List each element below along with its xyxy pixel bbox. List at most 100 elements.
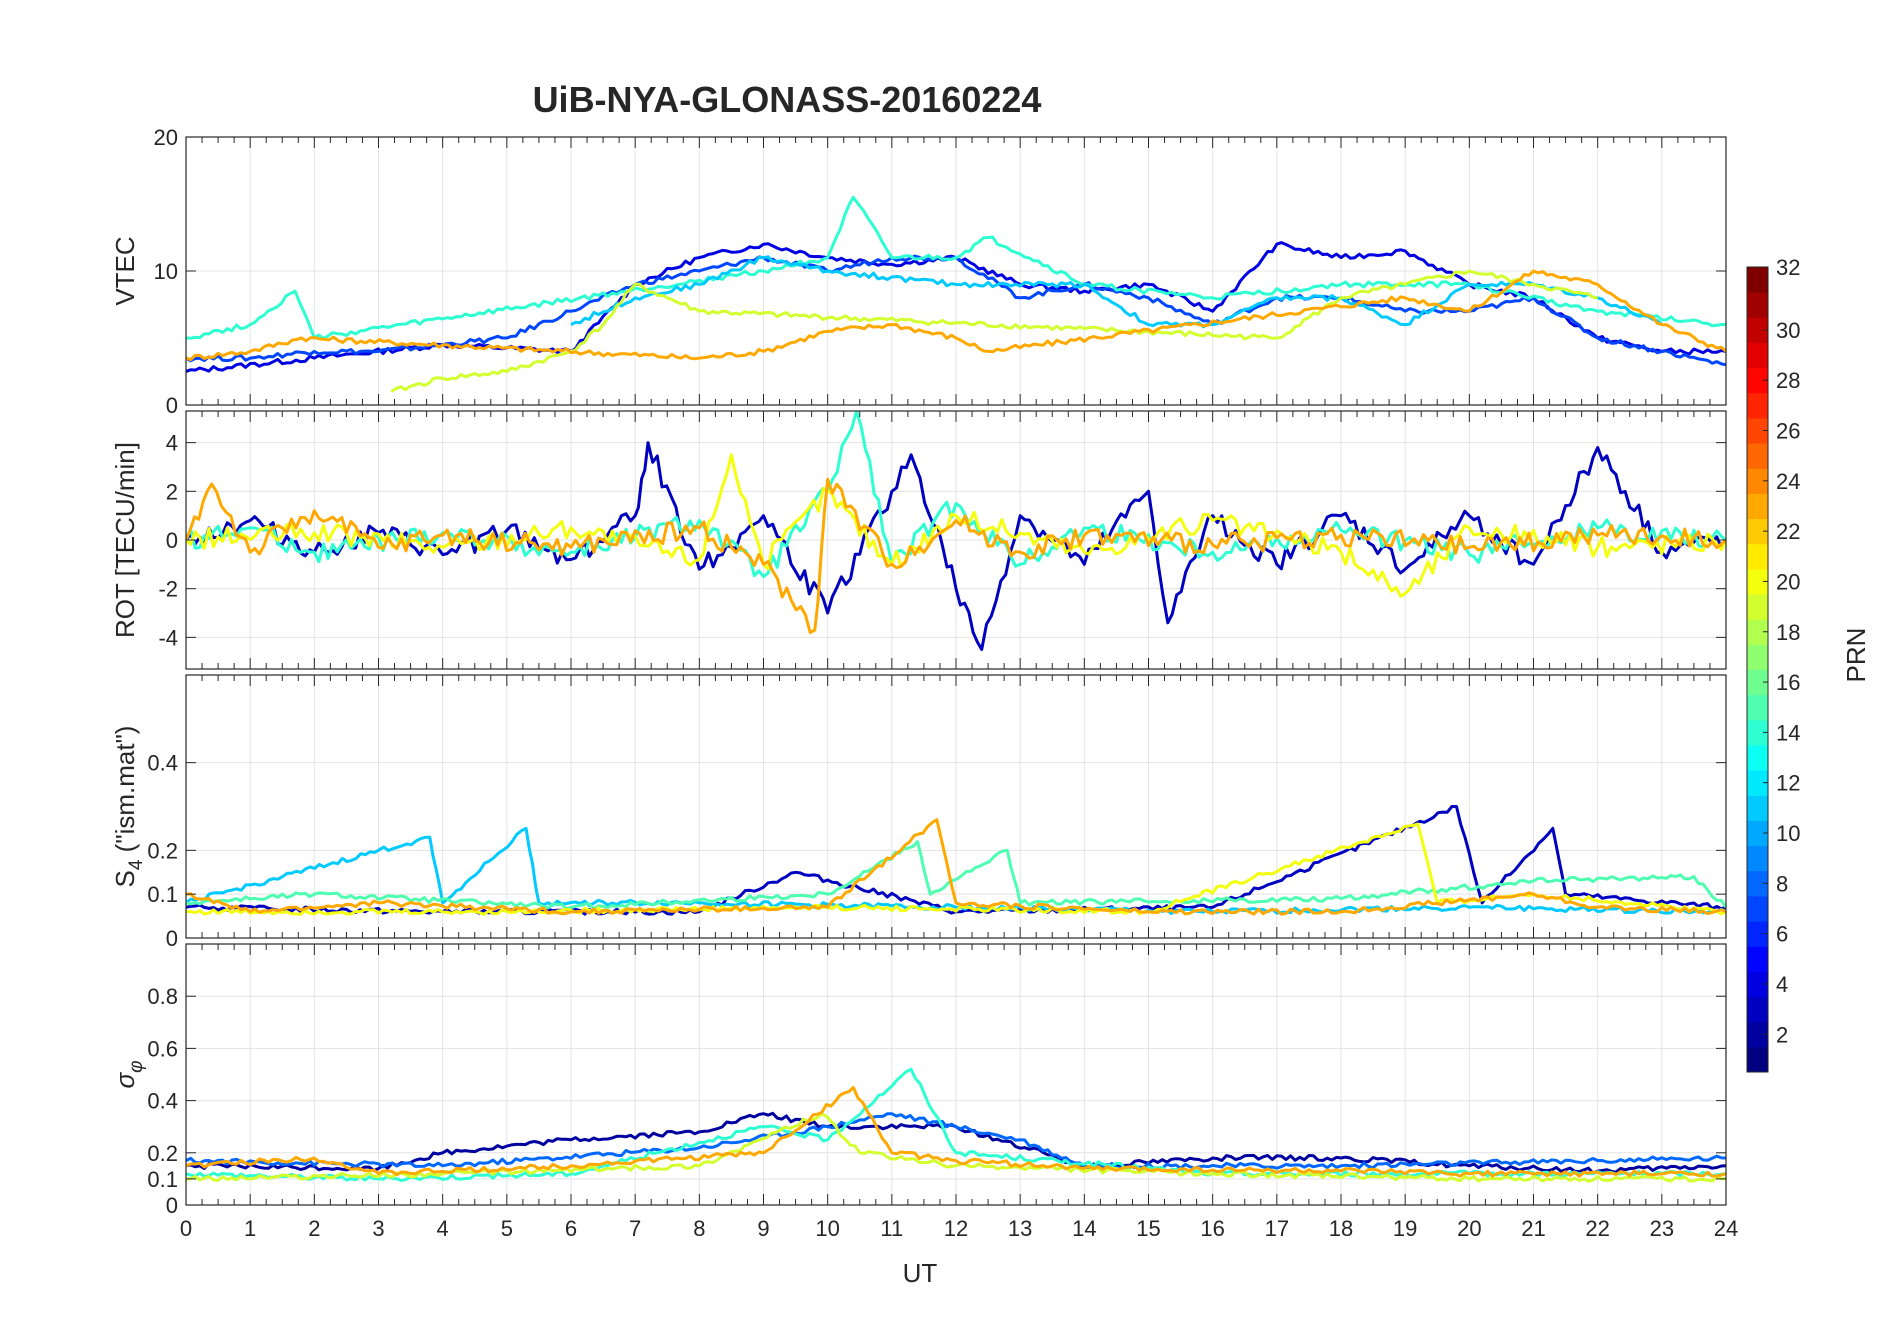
colorbar-cell-prn-16 — [1747, 669, 1768, 696]
x-tick-label: 19 — [1393, 1216, 1417, 1241]
series-line-prn-3 — [186, 441, 1726, 651]
colorbar-cell-prn-22 — [1747, 518, 1768, 545]
colorbar-cell-prn-4 — [1747, 971, 1768, 998]
y-tick-label: 0.1 — [147, 1167, 178, 1192]
series-line-prn-14 — [186, 411, 1726, 578]
colorbar-tick-label: 6 — [1776, 922, 1788, 947]
y-axis-label: S4 ("ism.mat") — [110, 726, 147, 888]
x-tick-label: 5 — [501, 1216, 513, 1241]
y-tick-label: 0.6 — [147, 1036, 178, 1061]
colorbar-cell-prn-30 — [1747, 317, 1768, 343]
y-label-subscript: 4 — [126, 859, 147, 870]
x-tick-label: 16 — [1200, 1216, 1224, 1241]
colorbar-cell-prn-32 — [1747, 267, 1768, 293]
colorbar-cell-prn-20 — [1747, 568, 1768, 595]
x-tick-label: 4 — [437, 1216, 449, 1241]
y-label-part: σ — [110, 1072, 140, 1089]
x-tick-label: 21 — [1521, 1216, 1545, 1241]
x-tick-label: 15 — [1136, 1216, 1160, 1241]
colorbar-cell-prn-31 — [1747, 292, 1768, 318]
y-label-part: ("ism.mat") — [110, 726, 140, 860]
x-tick-label: 11 — [880, 1216, 903, 1241]
colorbar-tick-label: 30 — [1776, 318, 1800, 343]
series-line-prn-23 — [186, 1086, 1726, 1178]
colorbar-cell-prn-3 — [1747, 996, 1768, 1023]
colorbar-tick-label: 12 — [1776, 771, 1800, 796]
colorbar-tick-label: 10 — [1776, 821, 1800, 846]
y-label-subscript: φ — [126, 1060, 147, 1072]
colorbar-cell-prn-6 — [1747, 921, 1768, 947]
colorbar-cell-prn-2 — [1747, 1021, 1768, 1048]
y-tick-label: -2 — [158, 577, 178, 602]
x-tick-label: 2 — [308, 1216, 320, 1241]
y-tick-label: 0.2 — [147, 1141, 178, 1166]
x-tick-label: 13 — [1008, 1216, 1032, 1241]
y-tick-label: 0 — [166, 528, 178, 553]
x-tick-label: 7 — [629, 1216, 641, 1241]
y-tick-label: 0 — [166, 926, 178, 951]
colorbar-tick-label: 26 — [1776, 419, 1800, 444]
y-tick-label: 0.1 — [147, 882, 178, 907]
colorbar-tick-label: 4 — [1776, 972, 1788, 997]
y-tick-label: 4 — [166, 431, 178, 456]
y-tick-label: 0 — [166, 393, 178, 418]
colorbar-cell-prn-13 — [1747, 744, 1768, 771]
colorbar-cell-prn-11 — [1747, 795, 1768, 821]
colorbar-frame — [1746, 266, 1769, 1073]
colorbar-cell-prn-24 — [1747, 468, 1768, 494]
y-tick-label: 20 — [154, 125, 178, 150]
series-line-prn-19 — [186, 1112, 1726, 1183]
colorbar-cell-prn-23 — [1747, 493, 1768, 520]
y-tick-label: 2 — [166, 479, 178, 504]
x-tick-label: 22 — [1585, 1216, 1609, 1241]
series-group — [186, 411, 1726, 651]
x-tick-label: 12 — [944, 1216, 968, 1241]
series-group — [186, 805, 1726, 916]
panel-3: 00.10.20.4S4 ("ism.mat") — [110, 674, 1727, 951]
colorbar-cell-prn-10 — [1747, 820, 1768, 847]
colorbar-cell-prn-8 — [1747, 870, 1768, 897]
series-line-prn-11 — [570, 255, 1663, 329]
y-tick-label: 0.8 — [147, 984, 178, 1009]
colorbar-cell-prn-21 — [1747, 543, 1768, 570]
colorbar-cell-prn-19 — [1747, 594, 1768, 620]
series-group — [186, 195, 1726, 393]
series-line-prn-11 — [186, 826, 1726, 915]
panel-2: -4 -2 0 2 4 ROT [TECU/min] — [110, 410, 1727, 670]
colorbar-cell-prn-9 — [1747, 845, 1768, 872]
colorbar-cell-prn-7 — [1747, 895, 1768, 922]
panel-1: 0 10 20 VTEC — [110, 125, 1727, 418]
x-tick-label: 20 — [1457, 1216, 1481, 1241]
colorbar-cell-prn-26 — [1747, 417, 1768, 444]
colorbar-tick-label: 2 — [1776, 1022, 1788, 1047]
x-tick-label: 17 — [1265, 1216, 1289, 1241]
colorbar-tick-label: 8 — [1776, 871, 1788, 896]
chart-title: UiB-NYA-GLONASS-20160224 — [533, 79, 1042, 120]
colorbar-cell-prn-17 — [1747, 644, 1768, 670]
colorbar-tick-label: 14 — [1776, 720, 1800, 745]
x-axis-label: UT — [903, 1258, 938, 1288]
x-tick-label: 8 — [693, 1216, 705, 1241]
colorbar-cell-prn-12 — [1747, 770, 1768, 796]
series-line-prn-20 — [186, 453, 1726, 598]
y-tick-label: 0 — [166, 1193, 178, 1218]
x-tick-label: 3 — [372, 1216, 384, 1241]
colorbar-tick-label: 22 — [1776, 519, 1800, 544]
series-line-prn-23 — [186, 269, 1726, 362]
colorbar-cell-prn-14 — [1747, 719, 1768, 746]
series-line-prn-15 — [186, 840, 1726, 911]
colorbar-tick-label: 24 — [1776, 469, 1800, 494]
x-tick-label: 9 — [757, 1216, 769, 1241]
y-tick-label: 0.2 — [147, 838, 178, 863]
y-axis-label: ROT [TECU/min] — [110, 442, 140, 638]
y-tick-label: -4 — [158, 625, 178, 650]
x-tick-label: 0 — [180, 1216, 192, 1241]
y-tick-label: 0.4 — [147, 1089, 178, 1114]
colorbar-cell-prn-18 — [1747, 619, 1768, 645]
series-line-prn-23 — [186, 818, 1726, 916]
